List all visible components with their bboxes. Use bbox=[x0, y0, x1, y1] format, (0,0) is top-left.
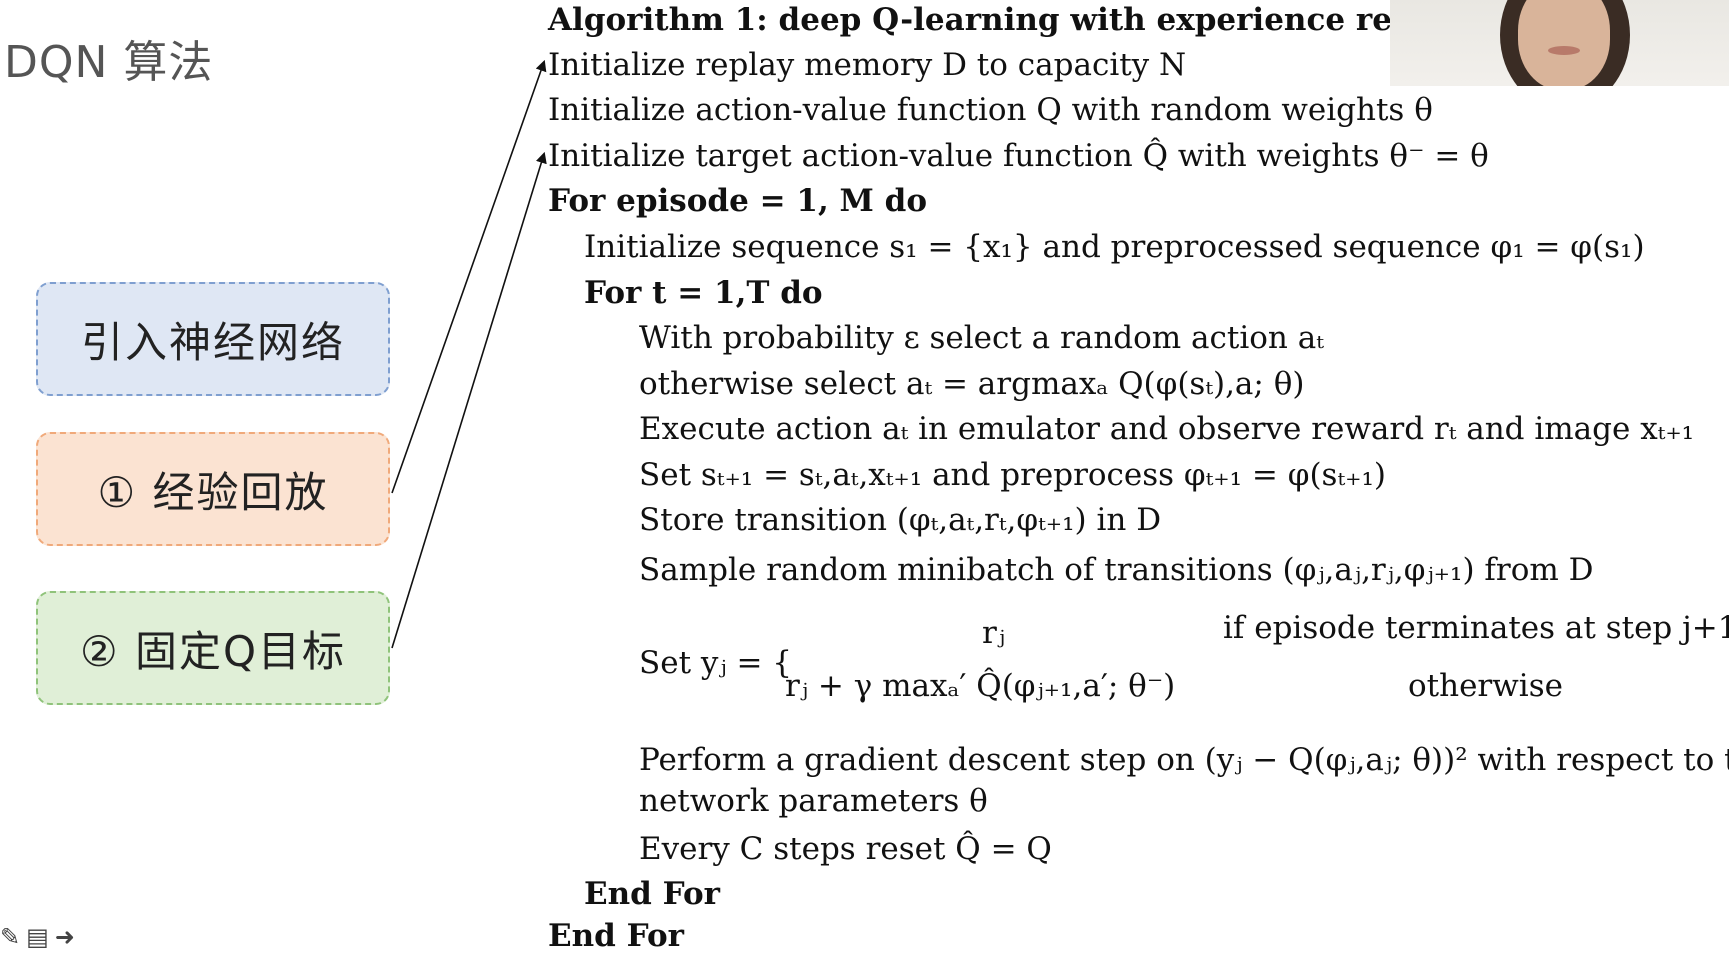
algo-line: With probability ε select a random actio… bbox=[639, 320, 1324, 356]
case-otherwise: otherwise bbox=[1408, 668, 1563, 704]
presentation-toolbar: ✎ ▤ ➜ bbox=[0, 922, 100, 952]
algo-line: Store transition (φₜ,aₜ,rₜ,φₜ₊₁) in D bbox=[639, 502, 1162, 538]
case-terminal-condition: if episode terminates at step j+1 bbox=[1223, 610, 1729, 646]
arrow-target-to-qhat bbox=[391, 151, 547, 649]
algo-line: Initialize replay memory D to capacity N bbox=[548, 47, 1187, 83]
algo-line: For t = 1,T do bbox=[584, 275, 823, 311]
algo-line: For episode = 1, M do bbox=[548, 183, 927, 219]
algo-line: Execute action aₜ in emulator and observ… bbox=[639, 411, 1695, 447]
algo-line: network parameters θ bbox=[639, 783, 988, 819]
slide-title: DQN 算法 bbox=[4, 37, 214, 88]
card-experience-replay: ① 经验回放 bbox=[36, 432, 390, 546]
pen-icon[interactable]: ✎ bbox=[0, 923, 21, 951]
next-slide-icon[interactable]: ➜ bbox=[54, 923, 75, 951]
set-y-label: Set yⱼ = { bbox=[639, 645, 793, 681]
webcam-feed bbox=[1390, 0, 1729, 86]
algo-line: Perform a gradient descent step on (yⱼ −… bbox=[639, 742, 1729, 778]
algorithm-block: Algorithm 1: deep Q-learning with experi… bbox=[548, 0, 1729, 956]
algo-line: Sample random minibatch of transitions (… bbox=[639, 552, 1594, 588]
presenter-mouth bbox=[1548, 46, 1580, 55]
case-reward: rⱼ bbox=[982, 615, 1006, 651]
algo-line: Set sₜ₊₁ = sₜ,aₜ,xₜ₊₁ and preprocess φₜ₊… bbox=[639, 457, 1386, 493]
algo-line: Initialize target action-value function … bbox=[548, 138, 1489, 174]
presenter-face bbox=[1518, 0, 1610, 86]
algo-line: End For bbox=[548, 918, 684, 954]
algo-line: End For bbox=[584, 876, 720, 912]
algo-line: Every C steps reset Q̂ = Q bbox=[639, 831, 1052, 867]
notes-icon[interactable]: ▤ bbox=[26, 923, 49, 951]
algorithm-title: Algorithm 1: deep Q-learning with experi… bbox=[548, 2, 1471, 38]
card-fixed-q-target: ② 固定Q目标 bbox=[36, 591, 390, 705]
algo-line: Initialize action-value function Q with … bbox=[548, 92, 1433, 128]
case-bootstrap: rⱼ + γ maxₐ′ Q̂(φⱼ₊₁,a′; θ⁻) bbox=[785, 668, 1176, 704]
algo-line: Initialize sequence s₁ = {x₁} and prepro… bbox=[584, 229, 1645, 265]
card-neural-network: 引入神经网络 bbox=[36, 282, 390, 396]
arrow-replay-to-memory bbox=[391, 59, 547, 494]
algo-line: otherwise select aₜ = argmaxₐ Q(φ(sₜ),a;… bbox=[639, 366, 1305, 402]
